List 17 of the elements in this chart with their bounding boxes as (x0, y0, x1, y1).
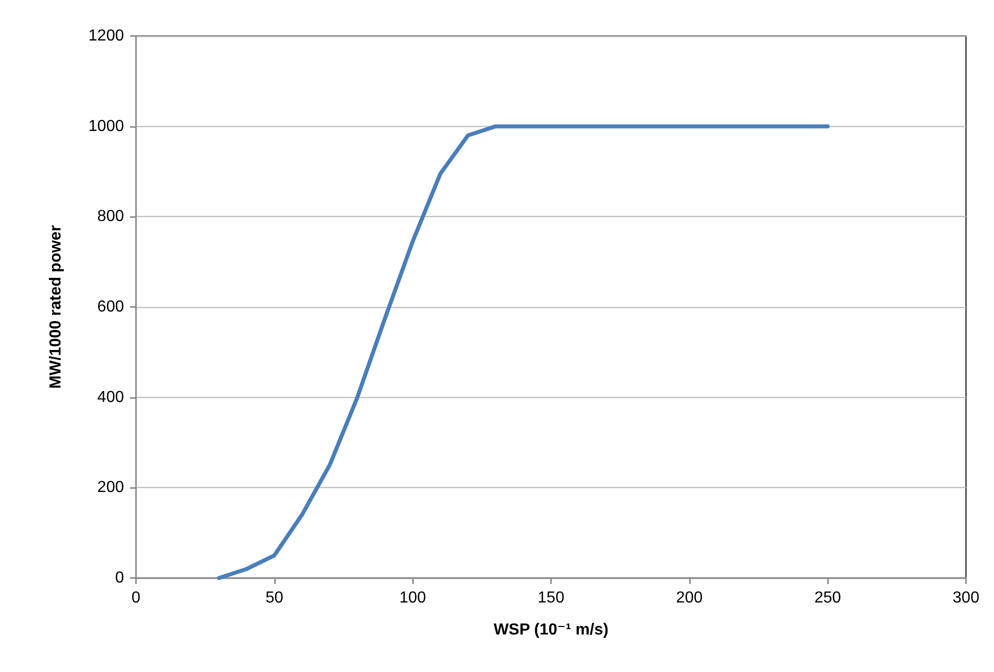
x-tick-label: 200 (676, 590, 703, 606)
y-tick-label: 400 (97, 388, 124, 406)
x-tick-label: 300 (952, 590, 980, 606)
y-tick-label: 1000 (88, 118, 124, 135)
y-axis-title: MW/1000 rated power (48, 225, 64, 389)
x-axis-title: WSP (10⁻¹ m/s) (494, 622, 608, 638)
y-tick-label: 0 (115, 570, 124, 586)
y-tick-label: 800 (97, 208, 124, 226)
y-tick-label: 1200 (88, 28, 124, 44)
x-tick-label: 50 (265, 590, 284, 606)
x-tick-label: 0 (132, 590, 141, 606)
x-tick-label: 250 (814, 590, 842, 606)
x-tick-label: 150 (538, 590, 564, 606)
x-tick-label: 100 (399, 590, 426, 606)
y-tick-label: 200 (97, 479, 124, 496)
line-series (217, 124, 830, 580)
y-tick-label: 600 (97, 298, 124, 316)
